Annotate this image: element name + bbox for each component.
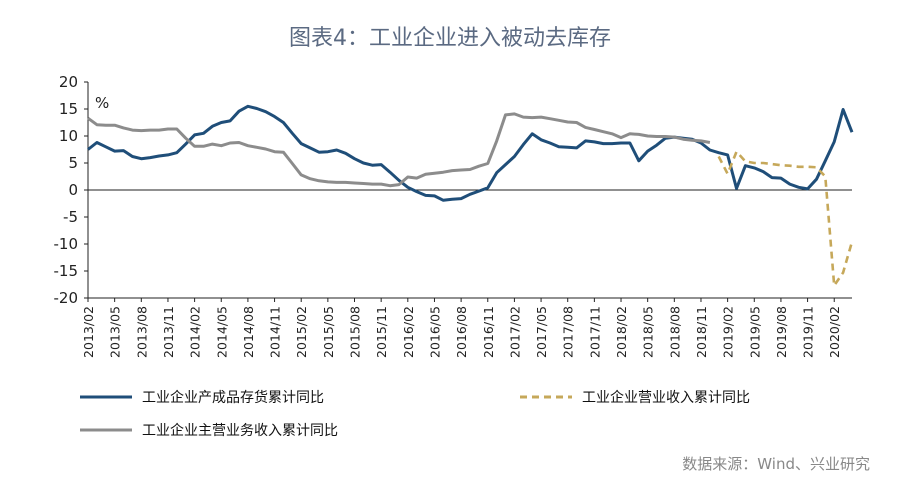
x-tick-label: 2013/05 bbox=[108, 306, 123, 358]
y-tick-label: 15 bbox=[59, 100, 78, 118]
x-tick-label: 2018/11 bbox=[694, 306, 709, 358]
x-tick-label: 2016/05 bbox=[427, 306, 442, 358]
x-tick-label: 2017/11 bbox=[587, 306, 602, 358]
legend-label-1: 工业企业产成品存货累计同比 bbox=[142, 389, 324, 406]
chart-title: 图表4：工业企业进入被动去库存 bbox=[289, 26, 611, 51]
series-layer bbox=[87, 104, 854, 287]
x-tick-label: 2016/02 bbox=[401, 306, 416, 358]
x-tick-label: 2016/11 bbox=[481, 306, 496, 358]
x-tick-label: 2018/02 bbox=[614, 306, 629, 358]
y-tick-label: -15 bbox=[54, 262, 79, 280]
x-tick-label: 2014/11 bbox=[268, 306, 283, 358]
legend-label-3: 工业企业主营业务收入累计同比 bbox=[142, 422, 338, 439]
x-tick-label: 2017/02 bbox=[507, 306, 522, 358]
x-tick-label: 2017/05 bbox=[534, 306, 549, 358]
y-tick-label: 5 bbox=[68, 154, 78, 172]
x-tick-label: 2015/11 bbox=[374, 306, 389, 358]
x-tick-label: 2015/02 bbox=[294, 306, 309, 358]
y-tick-label: 0 bbox=[68, 181, 78, 199]
x-tick-label: 2017/08 bbox=[561, 306, 576, 358]
y-tick-label: -10 bbox=[54, 235, 79, 253]
x-tick-label: 2019/05 bbox=[747, 306, 762, 358]
x-tick-label: 2014/08 bbox=[241, 306, 256, 358]
x-tick-label: 2019/08 bbox=[774, 306, 789, 358]
x-tick-label: 2013/02 bbox=[81, 306, 96, 358]
x-tick-label: 2015/05 bbox=[321, 306, 336, 358]
source-note: 数据来源：Wind、兴业研究 bbox=[682, 455, 870, 473]
y-tick-label: 10 bbox=[59, 127, 78, 145]
x-tick-label: 2018/08 bbox=[667, 306, 682, 358]
y-tick-label: -20 bbox=[54, 289, 79, 307]
x-tick-label: 2019/11 bbox=[801, 306, 816, 358]
x-tick-label: 2013/08 bbox=[134, 306, 149, 358]
series-line-2 bbox=[717, 150, 854, 287]
series-line-1 bbox=[87, 104, 854, 202]
x-tick-label: 2014/05 bbox=[214, 306, 229, 358]
y-tick-label: -5 bbox=[63, 208, 78, 226]
x-tick-label: 2014/02 bbox=[188, 306, 203, 358]
x-tick-label: 2019/02 bbox=[721, 306, 736, 358]
legend-label-2: 工业企业营业收入累计同比 bbox=[582, 389, 750, 406]
x-tick-label: 2020/02 bbox=[827, 306, 842, 358]
y-tick-label: 20 bbox=[59, 73, 78, 91]
x-tick-label: 2018/05 bbox=[641, 306, 656, 358]
x-tick-label: 2015/08 bbox=[348, 306, 363, 358]
x-tick-label: 2016/08 bbox=[454, 306, 469, 358]
x-tick-label: 2013/11 bbox=[161, 306, 176, 358]
series-line-3 bbox=[87, 112, 711, 188]
unit-label: % bbox=[95, 94, 109, 112]
